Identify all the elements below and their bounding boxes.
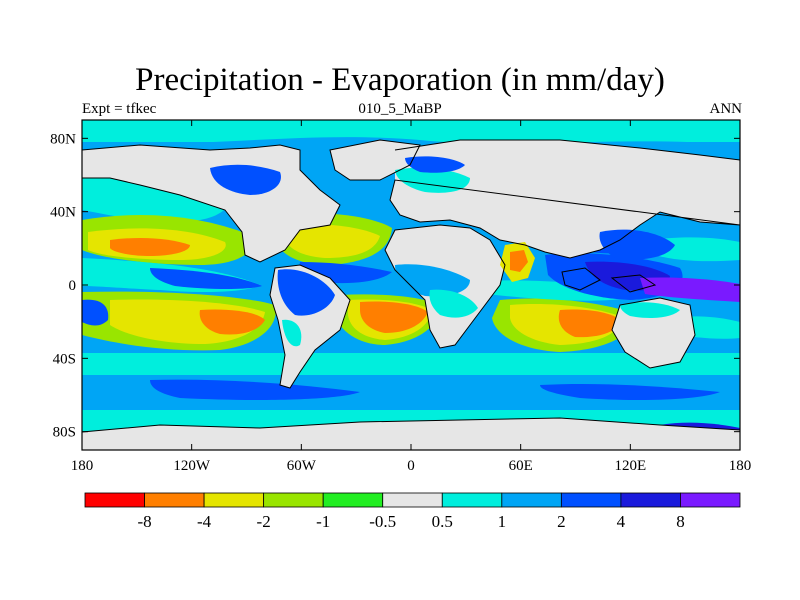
africa-coast — [384, 224, 506, 349]
colorbar-swatch — [203, 492, 265, 508]
greenland-coast — [329, 139, 421, 181]
y-tick-label: 80N — [50, 131, 76, 147]
australia-north-cyan — [620, 302, 680, 318]
x-tick-label: 60E — [509, 458, 533, 474]
x-tick-label: 60W — [287, 458, 317, 474]
colorbar-label: -1 — [316, 512, 330, 531]
colorbar-label: 1 — [498, 512, 507, 531]
y-axis: 80N 40N 0 40S 80S — [50, 131, 740, 441]
case-label: 010_5_MaBP — [358, 101, 442, 117]
colorbar-label: -8 — [137, 512, 151, 531]
y-tick-label: 40N — [50, 205, 76, 221]
north-america-coast — [82, 144, 341, 263]
colorbar-label: 4 — [617, 512, 626, 531]
colorbar-label: 2 — [557, 512, 566, 531]
colorbar-swatch — [322, 492, 384, 508]
south-pacific-dry-core — [199, 309, 265, 335]
antarctica-land — [82, 418, 740, 450]
arctic-band — [82, 120, 740, 142]
season-label: ANN — [709, 101, 743, 117]
x-tick-label: 120E — [614, 458, 646, 474]
x-tick-label: 180 — [729, 458, 752, 474]
africa-cyan — [429, 289, 478, 318]
australia-coast — [611, 297, 696, 369]
south-subtropical-band — [82, 353, 740, 375]
arabia-dry-core — [510, 250, 528, 272]
y-tick-label: 40S — [53, 351, 76, 367]
x-axis: 180 120W 60W 0 60E 120E 180 — [71, 120, 752, 474]
new-guinea-coast — [610, 274, 657, 293]
southeast-asia-wet — [599, 229, 675, 260]
colorbar-label: 8 — [676, 512, 685, 531]
europe-cyan — [395, 167, 470, 193]
colorbar-swatch — [560, 492, 622, 508]
map-title: Precipitation - Evaporation (in mm/day) — [135, 62, 665, 98]
southern-ocean-patch-2 — [540, 383, 720, 400]
colorbar-swatch — [501, 492, 562, 508]
colorbar-swatch — [620, 492, 681, 508]
experiment-label: Expt = tfkec — [82, 101, 157, 117]
colorbar-label: -0.5 — [369, 512, 396, 531]
x-tick-label: 180 — [71, 458, 94, 474]
colorbar-swatch — [144, 492, 205, 508]
colorbar: -8 -4 -2 -1 -0.5 0.5 1 2 4 8 — [84, 492, 741, 531]
eurasia-land — [390, 140, 740, 258]
colorbar-swatch — [441, 492, 503, 508]
north-pacific-dry-core — [110, 237, 190, 256]
colorbar-swatch — [680, 492, 741, 508]
north-america-wet — [210, 164, 281, 195]
colorbar-label: 0.5 — [432, 512, 453, 531]
colorbar-label: -4 — [197, 512, 212, 531]
eurasia-coast — [389, 139, 740, 259]
pe-field — [82, 120, 740, 450]
x-tick-label: 120W — [173, 458, 211, 474]
antarctica-coast — [82, 417, 740, 433]
colorbar-label: -2 — [257, 512, 271, 531]
north-atlantic-dry — [285, 224, 380, 258]
y-tick-label: 0 — [69, 278, 77, 294]
southern-ocean-patch-1 — [150, 379, 360, 400]
y-tick-label: 80S — [53, 425, 76, 441]
south-america-coast — [269, 264, 351, 389]
colorbar-swatch — [382, 492, 443, 508]
colorbar-swatch — [263, 492, 324, 508]
west-pacific-violet — [640, 277, 740, 302]
amazon-wet — [277, 269, 335, 316]
west-pacific-blue — [82, 299, 109, 326]
coastlines — [82, 139, 740, 433]
south-america-cyan — [282, 319, 302, 347]
x-tick-label: 0 — [407, 458, 415, 474]
colorbar-swatch — [84, 492, 145, 508]
europe-blue — [405, 156, 465, 173]
maritime-island-coast — [561, 267, 601, 291]
south-atlantic-dry-core — [360, 301, 428, 333]
south-indian-dry-core — [558, 309, 622, 338]
itcz-pacific-blue — [150, 268, 262, 289]
